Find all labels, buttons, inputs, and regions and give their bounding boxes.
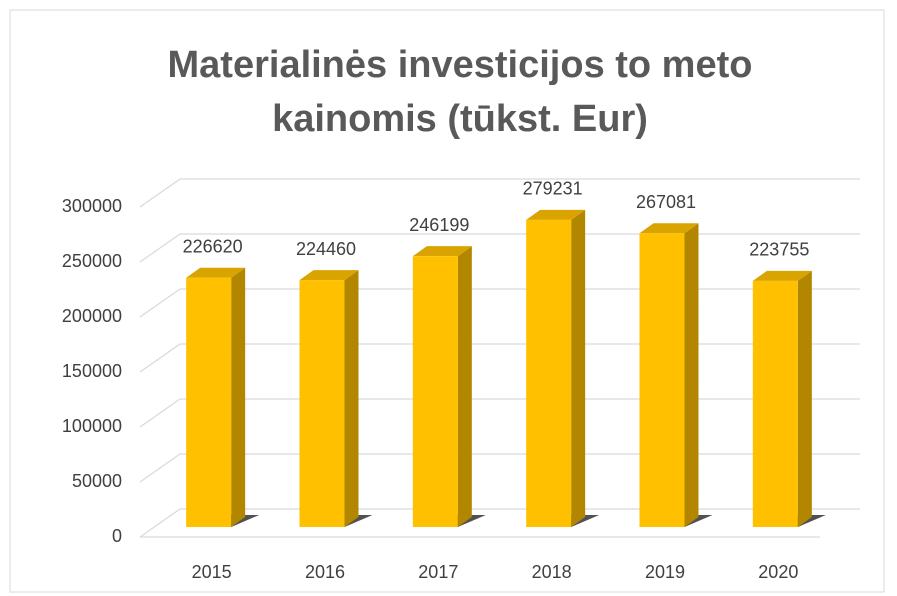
grid-line — [139, 343, 860, 373]
bar-side — [231, 267, 246, 527]
grid-line — [139, 288, 860, 318]
x-tick-label: 2018 — [532, 562, 572, 582]
bar — [526, 219, 572, 528]
grid-line — [139, 233, 860, 263]
y-tick-label: 200000 — [62, 306, 122, 326]
data-label: 246199 — [409, 215, 469, 235]
chart-border — [9, 9, 885, 593]
data-label: 267081 — [636, 192, 696, 212]
data-label: 223755 — [749, 240, 809, 260]
x-tick-label: 2020 — [758, 562, 798, 582]
bar-top — [412, 246, 472, 257]
grid-line — [139, 453, 860, 483]
data-label: 224460 — [296, 239, 356, 259]
grid-line — [139, 178, 860, 208]
data-label: 279231 — [523, 179, 583, 199]
y-tick-label: 150000 — [62, 361, 122, 381]
bar-side — [684, 223, 699, 527]
bar-side — [797, 270, 812, 527]
bar — [752, 280, 798, 527]
bar — [299, 280, 345, 527]
x-tick-label: 2015 — [192, 562, 232, 582]
bar-top — [186, 267, 246, 278]
bar-top — [639, 223, 699, 234]
y-tick-label: 50000 — [72, 471, 122, 491]
bar-side — [457, 246, 472, 528]
chart-title: Materialinės investicijos to meto kainom… — [167, 44, 753, 140]
grid-line — [139, 508, 860, 538]
x-tick-label: 2017 — [418, 562, 458, 582]
bar-side — [344, 270, 359, 527]
bar-side — [571, 209, 586, 528]
bar — [412, 256, 458, 527]
y-tick-label: 100000 — [62, 416, 122, 436]
bar — [639, 233, 685, 527]
bar — [186, 277, 232, 527]
bar-top — [752, 270, 812, 281]
bar-top — [526, 209, 586, 220]
x-tick-label: 2019 — [645, 562, 685, 582]
y-tick-label: 250000 — [62, 251, 122, 271]
y-tick-label: 0 — [112, 526, 122, 546]
grid-line — [139, 398, 860, 428]
y-tick-label: 300000 — [62, 196, 122, 216]
bar-top — [299, 270, 359, 281]
x-tick-label: 2016 — [305, 562, 345, 582]
data-label: 226620 — [183, 236, 243, 256]
